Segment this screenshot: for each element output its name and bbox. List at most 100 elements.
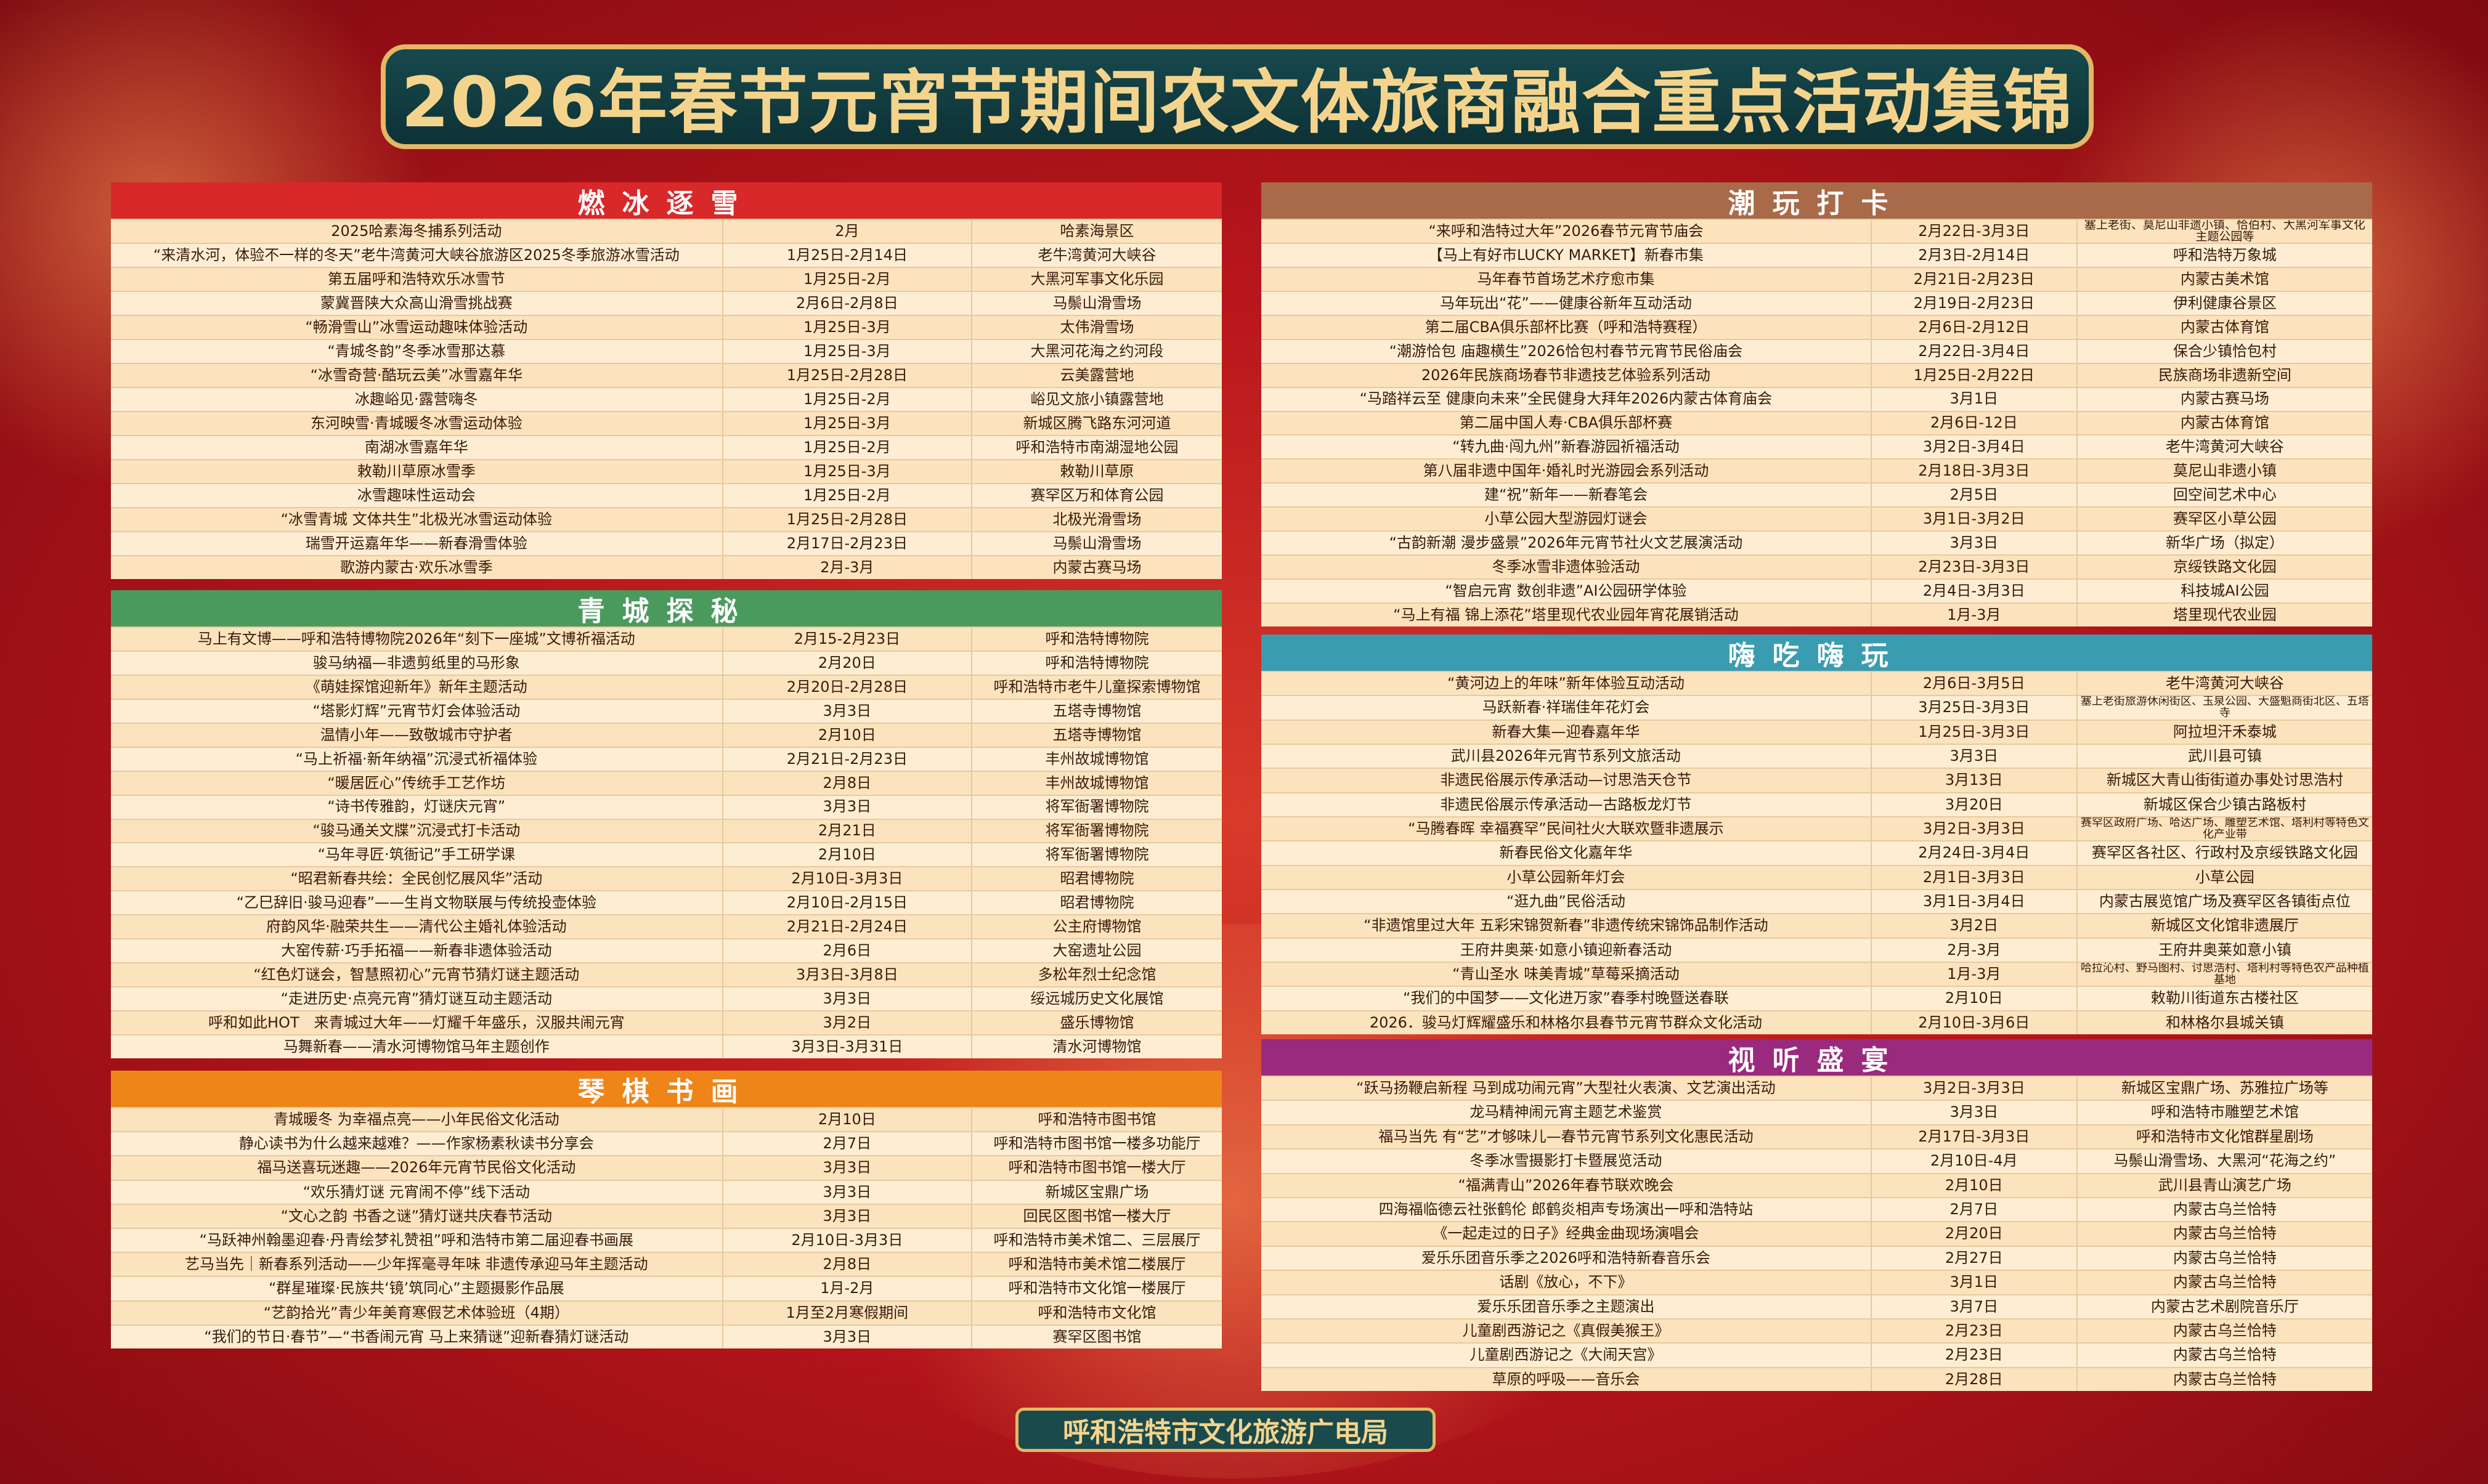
table-row: “青城冬韵”冬季冰雪那达慕 1月25日-3月 大黑河花海之约河段	[111, 339, 1222, 363]
table-cell: 内蒙古乌兰恰特	[2076, 1222, 2372, 1246]
table-cell: 儿童剧西游记之《大闹天宫》	[1470, 1346, 1662, 1364]
table-cell: 1月25日-3月	[722, 340, 971, 363]
table-cell: 儿童剧西游记之《真假美猴王》	[1462, 1322, 1670, 1339]
table-row: “福满青山”2026年春节联欢晚会 2月10日 武川县青山演艺广场	[1261, 1172, 2372, 1197]
table-cell: 将军衙署博物院	[971, 843, 1222, 867]
table-row: 冬季冰雪摄影打卡暨展览活动 2月10日-4月 马鬃山滑雪场、大黑河“花海之约”	[1261, 1148, 2372, 1173]
table-row: “来清水河，体验不一样的冬天”老牛湾黄河大峡谷旅游区2025冬季旅游冰雪活动 1月…	[111, 243, 1222, 267]
table-cell: 2月6日-12日	[1870, 412, 2076, 435]
table-cell: 第五届呼和浩特欢乐冰雪节	[327, 270, 505, 288]
table-cell: 爱乐乐团音乐季之2026呼和浩特新春音乐会	[1421, 1249, 1710, 1267]
table-cell: 爱乐乐团音乐季之主题演出	[1477, 1297, 1655, 1315]
table-cell: 3月3日	[1870, 1101, 2076, 1124]
table-cell: 2月7日	[1870, 1198, 2076, 1222]
table-cell: 1月25日-3月	[722, 412, 971, 435]
table-cell: 1月25日-2月28日	[722, 364, 971, 387]
table-cell: 2月19日-2月23日	[1870, 291, 2076, 315]
table-cell: “冰雪奇营·酷玩云美”冰雪嘉年华	[310, 366, 523, 384]
table-row: 敕勒川草原冰雪季 1月25日-3月 敕勒川草原	[111, 459, 1222, 483]
table-row: “古韵新潮 漫步盛景”2026年元宵节社火文艺展演活动 3月3日 新华广场（拟定）	[1261, 530, 2372, 555]
table-cell: 呼和浩特市美术馆二楼展厅	[971, 1253, 1222, 1276]
table-row: 武川县2026年元宵节系列文旅活动 3月3日 武川县可镇	[1261, 743, 2372, 768]
table-cell: 2月21日	[722, 819, 971, 843]
table-cell: 呼和浩特市老牛儿童探索博物馆	[971, 675, 1222, 699]
section-header: 潮玩打卡	[1261, 182, 2372, 219]
table-cell: 1月25日-2月	[722, 268, 971, 291]
table-cell: “马踏祥云至 健康向未来”全民健身大拜年2026内蒙古体育庙会	[1359, 390, 1773, 408]
table-cell: 北极光滑雪场	[971, 508, 1222, 531]
table-cell: 赛罕区万和体育公园	[971, 484, 1222, 507]
table-cell: “文心之韵 书香之谜”猜灯谜共庆春节活动	[280, 1207, 553, 1225]
table-cell: 2月10日-3月3日	[722, 1229, 971, 1252]
table-row: 青城暖冬 为幸福点亮——小年民俗文化活动 2月10日 呼和浩特市图书馆	[111, 1107, 1222, 1132]
table-cell: 2月10日	[1870, 1174, 2076, 1197]
table-cell: 呼和浩特市雕塑艺术馆	[2076, 1101, 2372, 1124]
table-cell: 四海福临德云社张鹤伦 郎鹤炎相声专场演出一呼和浩特站	[1378, 1201, 1754, 1218]
table-row: “群星璀璨·民族共‘镜’筑同心”主题摄影作品展 1月-2月 呼和浩特市文化馆一楼展厅	[111, 1276, 1222, 1300]
table-row: 草原的呼吸——音乐会 2月28日 内蒙古乌兰恰特	[1261, 1366, 2372, 1392]
table-cell: “群星璀璨·民族共‘镜’筑同心”主题摄影作品展	[268, 1279, 564, 1297]
table-cell: 府韵风华·融荣共生——清代公主婚礼体验活动	[266, 918, 567, 936]
table-cell: 敕勒川草原	[971, 460, 1222, 483]
table-cell: 3月3日	[722, 1325, 971, 1349]
table-cell: 2月20日-2月28日	[722, 675, 971, 699]
table-cell: 绥远城历史文化展馆	[971, 987, 1222, 1010]
table-row: “畅滑雪山”冰雪运动趣味体验活动 1月25日-3月 太伟滑雪场	[111, 315, 1222, 339]
table-row: 【马上有好市LUCKY MARKET】新春市集 2月3日-2月14日 呼和浩特万象城	[1261, 242, 2372, 267]
table-cell: “我们的节日·春节”—“书香闹元宵 马上来猜谜”迎新春猜灯谜活动	[204, 1328, 629, 1345]
table-cell: 将军衙署博物院	[971, 795, 1222, 819]
table-cell: 呼和浩特市图书馆一楼大厅	[971, 1156, 1222, 1180]
table-cell: 回空间艺术中心	[2076, 484, 2372, 507]
table-cell: 1月25日-2月	[722, 388, 971, 411]
table-cell: “畅滑雪山”冰雪运动趣味体验活动	[305, 318, 528, 336]
table-cell: 民族商场非遗新空间	[2076, 363, 2372, 387]
table-row: 2025哈素海冬捕系列活动 2月 哈素海景区	[111, 219, 1222, 243]
table-cell: “冰雪青城 文体共生”北极光冰雪运动体验	[280, 510, 553, 528]
table-row: 四海福临德云社张鹤伦 郎鹤炎相声专场演出一呼和浩特站 2月7日 内蒙古乌兰恰特	[1261, 1196, 2372, 1222]
table-cell: 内蒙古乌兰恰特	[2076, 1271, 2372, 1294]
table-cell: 第二届中国人寿·CBA俱乐部杯赛	[1459, 414, 1673, 432]
section: 潮玩打卡 “来呼和浩特过大年”2026春节元宵节庙会 2月22日-3月3日 塞上老街、…	[1261, 182, 2372, 626]
table-cell: 新城区大青山街街道办事处讨思浩村	[2076, 769, 2372, 792]
table-cell: “转九曲·闯九州”新春游园祈福活动	[1452, 438, 1680, 456]
table-cell: 塞上老街旅游休闲街区、玉泉公园、大盛魁商街北区、五塔寺	[2076, 696, 2372, 720]
table-row: 新春民俗文化嘉年华 2月24日-3月4日 赛罕区各社区、行政村及京绥铁路文化园	[1261, 840, 2372, 865]
table-row: 南湖冰雪嘉年华 1月25日-2月 呼和浩特市南湖湿地公园	[111, 435, 1222, 459]
table-cell: 2月10日-3月6日	[1870, 1011, 2076, 1034]
table-cell: “走进历史·点亮元宵”猜灯谜互动主题活动	[280, 989, 553, 1007]
table-cell: 3月3日	[722, 1156, 971, 1180]
table-cell: 3月3日	[1870, 744, 2076, 768]
table-cell: 3月7日	[1870, 1295, 2076, 1318]
table-cell: “逛九曲”民俗活动	[1506, 893, 1625, 910]
table-row: 马年春节首场艺术疗愈市集 2月21日-2月23日 内蒙古美术馆	[1261, 266, 2372, 291]
table-row: 马舞新春——清水河博物馆马年主题创作 3月3日-3月31日 清水河博物馆	[111, 1034, 1222, 1058]
table-cell: 大黑河花海之约河段	[971, 340, 1222, 363]
table-cell: 小草公园新年灯会	[1506, 868, 1625, 886]
section: 青城探秘 马上有文博——呼和浩特博物院2026年“刻下一座城”文博祈福活动 2月15…	[111, 590, 1222, 1058]
table-row: “我们的中国梦——文化进万家”春季村晚暨送春联 2月10日 敕勒川街道东古楼社区	[1261, 986, 2372, 1010]
table-cell: 2026年民族商场春节非遗技艺体验系列活动	[1421, 366, 1710, 384]
table-cell: 1月至2月寒假期间	[722, 1301, 971, 1324]
table-cell: “马年寻匠·筑衙记”手工研学课	[317, 846, 516, 864]
table-row: “来呼和浩特过大年”2026春节元宵节庙会 2月22日-3月3日 塞上老街、莫尼山非…	[1261, 219, 2372, 243]
table-cell: 建“祝”新年——新春笔会	[1484, 486, 1648, 504]
table-cell: 呼和浩特博物院	[971, 651, 1222, 675]
table-row: 《一起走过的日子》经典金曲现场演唱会 2月20日 内蒙古乌兰恰特	[1261, 1221, 2372, 1246]
table-cell: 3月1日-3月2日	[1870, 508, 2076, 531]
table-cell: 3月1日	[1870, 1271, 2076, 1294]
table-row: “文心之韵 书香之谜”猜灯谜共庆春节活动 3月3日 回民区图书馆一楼大厅	[111, 1203, 1222, 1228]
section: 嗨吃嗨玩 “黄河边上的年味”新年体验互动活动 2月6日-3月5日 老牛湾黄河大峡谷 马跃…	[1261, 635, 2372, 1034]
table-cell: 冬季冰雪摄影打卡暨展览活动	[1470, 1152, 1662, 1170]
table-cell: 2月6日-2月12日	[1870, 315, 2076, 339]
table-cell: 3月13日	[1870, 769, 2076, 792]
table-cell: 老牛湾黄河大峡谷	[971, 244, 1222, 267]
table-cell: 冰趣峪见·露营嗨冬	[355, 390, 478, 408]
table-cell: 莫尼山非遗小镇	[2076, 460, 2372, 483]
table-cell: “马跃神州翰墨迎春·丹青绘梦礼赞祖”呼和浩特市第二届迎春书画展	[199, 1231, 634, 1249]
table-cell: 大窑传薪·巧手拓福——新春非遗体验活动	[281, 942, 552, 960]
table-cell: 阿拉坦汗禾泰城	[2076, 720, 2372, 744]
table-cell: “骏马通关文牒”沉浸式打卡活动	[312, 822, 521, 840]
table-cell: 内蒙古乌兰恰特	[2076, 1246, 2372, 1270]
table-cell: 冬季冰雪非遗体验活动	[1492, 558, 1640, 575]
table-cell: 3月3日	[1870, 532, 2076, 555]
